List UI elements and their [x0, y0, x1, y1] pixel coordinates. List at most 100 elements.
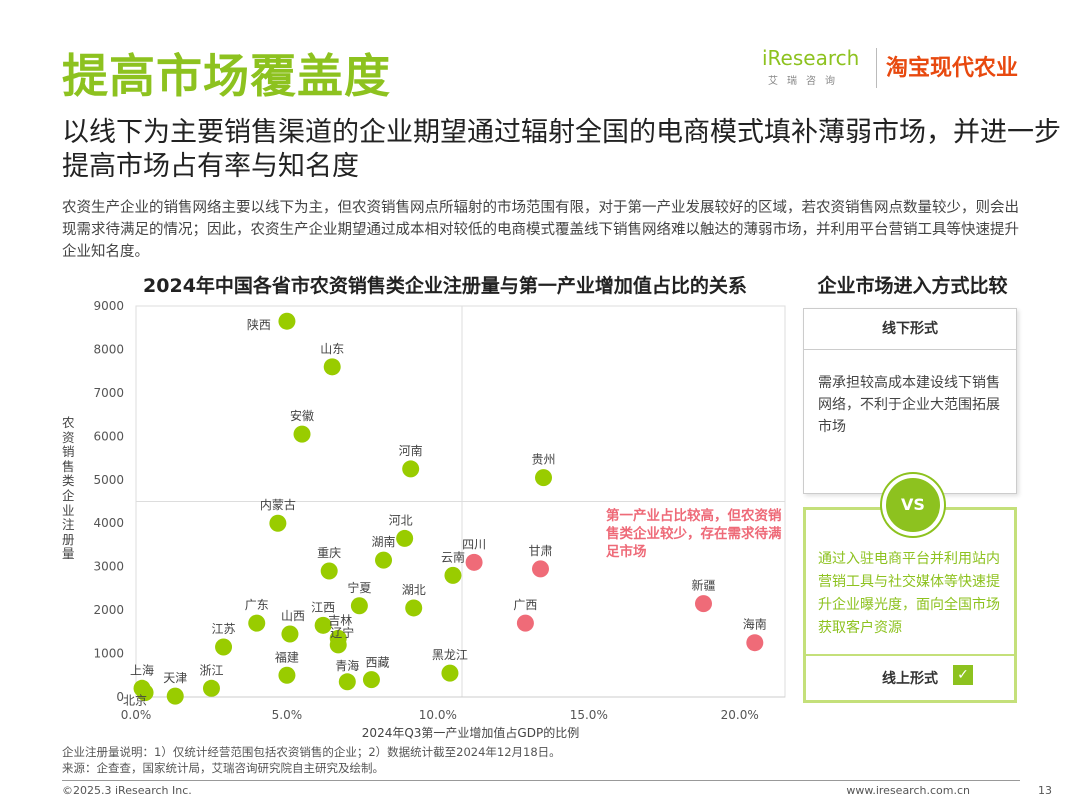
data-point-label: 新疆	[691, 578, 715, 593]
offline-card-title: 线下形式	[804, 309, 1016, 350]
data-point	[535, 469, 553, 487]
data-point-label: 上海	[130, 662, 154, 677]
data-point	[314, 616, 332, 634]
vs-badge: VS	[882, 474, 944, 536]
y-tick-label: 1000	[93, 647, 124, 661]
data-point	[320, 562, 338, 580]
data-point-label: 重庆	[317, 546, 341, 560]
data-point-label: 宁夏	[347, 580, 371, 595]
data-point-label: 海南	[743, 617, 767, 632]
data-point-label: 吉林	[328, 613, 352, 627]
iresearch-logo-cn: 艾瑞咨询	[768, 76, 844, 87]
page-title: 提高市场覆盖度	[62, 49, 391, 103]
y-tick-label: 6000	[93, 429, 124, 443]
data-point-label: 江西	[311, 600, 335, 614]
data-point-label: 天津	[163, 671, 187, 685]
data-point	[248, 614, 266, 632]
data-point-label: 云南	[441, 549, 465, 564]
data-point	[202, 679, 220, 697]
page-subtitle: 以线下为主要销售渠道的企业期望通过辐射全国的电商模式填补薄弱市场，并进一步提高市…	[62, 117, 1061, 182]
source-note: 来源：企查查，国家统计局，艾瑞咨询研究院自主研究及绘制。	[62, 761, 384, 775]
data-point-label: 浙江	[199, 663, 223, 677]
data-point	[215, 638, 233, 656]
data-point-label: 四川	[462, 537, 486, 551]
data-point-label: 甘肃	[528, 544, 552, 558]
brand-logos: iResearch 艾瑞咨询 淘宝现代农业	[740, 44, 1060, 94]
chart-annotation: 第一产业占比较高，但农资销售类企业较少，存在需求待满足市场	[606, 508, 782, 560]
data-point	[166, 687, 184, 705]
data-point	[338, 673, 356, 691]
data-point	[329, 636, 347, 654]
online-card-title: 线上形式	[882, 671, 938, 687]
y-axis-label: 农资销售类企业注册量	[62, 415, 75, 562]
data-point	[281, 625, 299, 643]
data-point	[531, 560, 549, 578]
data-point	[405, 599, 423, 617]
data-point-label: 福建	[275, 649, 299, 664]
x-tick-label: 0.0%	[121, 708, 152, 722]
x-tick-labels: 0.0% 5.0% 10.0% 15.0% 20.0%	[121, 708, 759, 722]
data-point-label: 广西	[513, 598, 537, 612]
data-point	[362, 671, 380, 689]
data-point-label: 青海	[335, 658, 359, 673]
x-axis-label: 2024年Q3第一产业增加值占GDP的比例	[362, 725, 579, 740]
x-tick-label: 15.0%	[570, 708, 608, 722]
brand-divider	[876, 48, 877, 88]
data-point-label: 黑龙江	[432, 648, 468, 662]
data-point-label: 辽宁	[330, 625, 354, 640]
data-point-label: 广东	[245, 598, 269, 612]
data-point	[402, 460, 420, 478]
footer-url: www.iresearch.com.cn	[846, 784, 970, 797]
body-paragraph: 农资生产企业的销售网络主要以线下为主，但农资销售网点所辐射的市场范围有限，对于第…	[62, 200, 1019, 260]
data-point	[746, 634, 764, 652]
y-tick-label: 2000	[93, 603, 124, 617]
data-point-label: 安徽	[290, 408, 314, 423]
online-card-description: 通过入驻电商平台并利用站内营销工具与社交媒体等快速提升企业曝光度，面向全国市场获…	[818, 551, 1000, 636]
y-tick-label: 0	[116, 690, 124, 704]
data-point-label: 江苏	[212, 622, 236, 636]
chart-title: 2024年中国各省市农资销售类企业注册量与第一产业增加值占比的关系	[143, 275, 747, 297]
data-point-label: 山西	[281, 609, 305, 623]
data-point	[323, 358, 341, 376]
data-point	[350, 597, 368, 615]
y-tick-label: 4000	[93, 516, 124, 530]
data-point	[396, 529, 414, 547]
data-point-label: 山东	[320, 342, 344, 356]
offline-card-description: 需承担较高成本建设线下销售网络，不利于企业大范围拓展市场	[818, 375, 1000, 435]
y-tick-label: 7000	[93, 386, 124, 400]
data-point	[694, 595, 712, 613]
data-point	[269, 514, 287, 532]
data-point-label: 河北	[389, 513, 413, 527]
y-tick-label: 9000	[93, 299, 124, 313]
data-point-label: 内蒙古	[260, 497, 296, 512]
footer-copyright: ©2025.3 iResearch Inc.	[62, 784, 192, 797]
data-point-label: 湖南	[372, 534, 396, 549]
data-point-label: 北京	[123, 694, 147, 708]
data-note: 企业注册量说明：1）仅统计经营范围包括农资销售的企业；2）数据统计截至2024年…	[62, 745, 561, 759]
online-card-footer: 线上形式 ✓	[806, 654, 1014, 700]
data-point-label: 陕西	[247, 317, 271, 332]
data-point-label: 湖北	[402, 582, 426, 597]
scatter-chart: 0 1000 2000 3000 4000 5000 6000 7000 8000 9000 0.…	[93, 299, 786, 740]
y-tick-label: 8000	[93, 342, 124, 356]
data-point	[375, 551, 393, 569]
data-point	[516, 614, 534, 632]
y-tick-labels: 0 1000 2000 3000 4000 5000 6000 7000 8000 9000	[93, 299, 124, 704]
x-tick-label: 20.0%	[721, 708, 759, 722]
data-point	[441, 664, 459, 682]
iresearch-logo: iResearch	[762, 46, 860, 70]
taobao-agri-logo: 淘宝现代农业	[886, 56, 1019, 81]
page-number: 13	[1038, 784, 1052, 797]
y-tick-label: 3000	[93, 560, 124, 574]
data-point-label: 贵州	[532, 453, 556, 467]
data-point	[465, 553, 483, 571]
offline-card: 线下形式 需承担较高成本建设线下销售网络，不利于企业大范围拓展市场	[803, 308, 1017, 494]
data-point-label: 河南	[399, 443, 423, 458]
comparison-panel-title: 企业市场进入方式比较	[817, 275, 1008, 297]
check-icon: ✓	[953, 665, 973, 685]
online-card: 通过入驻电商平台并利用站内营销工具与社交媒体等快速提升企业曝光度，面向全国市场获…	[803, 507, 1017, 703]
x-tick-label: 10.0%	[419, 708, 457, 722]
y-tick-label: 5000	[93, 473, 124, 487]
data-point	[278, 312, 296, 330]
